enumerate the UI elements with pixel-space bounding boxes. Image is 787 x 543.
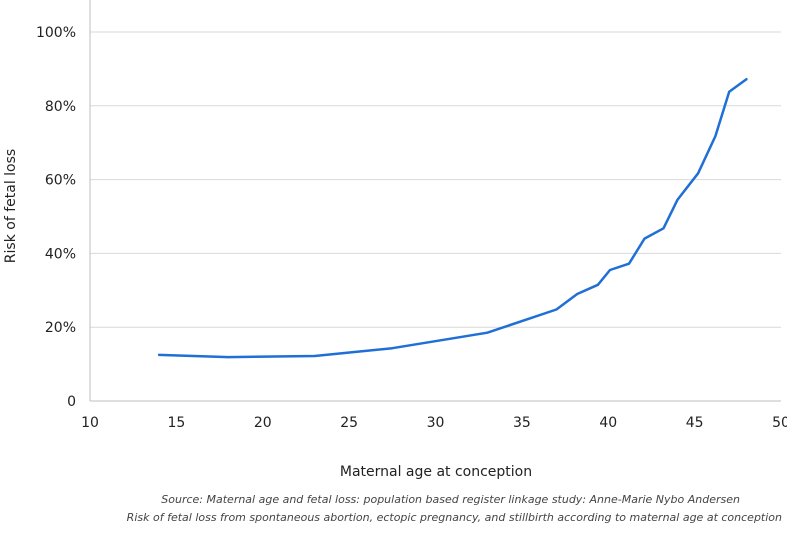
x-axis-ticks: 10 15 20 25 30 35 40 45 50 <box>81 415 787 431</box>
x-tick-label: 40 <box>599 415 617 431</box>
series-layer <box>157 77 748 359</box>
y-axis-title: Risk of fetal loss <box>3 149 19 263</box>
y-axis-ticks: 0 20% 40% 60% 80% 100% <box>36 25 76 410</box>
source-citation: Source: Maternal age and fetal loss: pop… <box>161 493 740 506</box>
x-tick-label: 30 <box>427 415 445 431</box>
x-axis-title: Maternal age at conception <box>340 464 532 480</box>
series-line-0 <box>157 77 748 359</box>
x-tick-label: 45 <box>686 415 704 431</box>
x-tick-label: 50 <box>772 415 787 431</box>
x-tick-label: 20 <box>254 415 272 431</box>
gridlines <box>90 31 781 328</box>
x-tick-label: 35 <box>513 415 531 431</box>
x-tick-label: 10 <box>81 415 99 431</box>
x-tick-label: 25 <box>340 415 358 431</box>
y-tick-label: 100% <box>36 25 76 41</box>
y-tick-label: 60% <box>45 173 76 189</box>
source-description: Risk of fetal loss from spontaneous abor… <box>127 511 782 524</box>
y-tick-label: 80% <box>45 99 76 115</box>
y-tick-label: 20% <box>45 320 76 336</box>
x-tick-label: 15 <box>167 415 185 431</box>
y-tick-label: 40% <box>45 246 76 262</box>
y-tick-label: 0 <box>67 394 76 410</box>
